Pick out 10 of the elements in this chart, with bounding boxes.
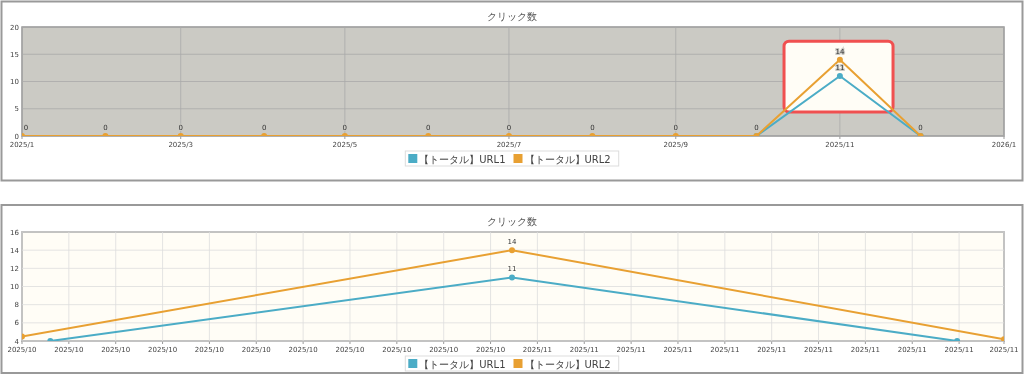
point: [836, 56, 843, 63]
point: [509, 274, 516, 281]
legend-label: 【トータル】URL1: [419, 358, 506, 370]
legend-label: 【トータル】URL2: [524, 153, 611, 165]
chart-title: クリック数: [487, 216, 537, 227]
legend-label: 【トータル】URL1: [419, 153, 506, 165]
point: [836, 73, 843, 80]
legend-label: 【トータル】URL2: [524, 358, 611, 370]
chart-title: クリック数: [487, 11, 537, 22]
point: [1001, 336, 1004, 341]
